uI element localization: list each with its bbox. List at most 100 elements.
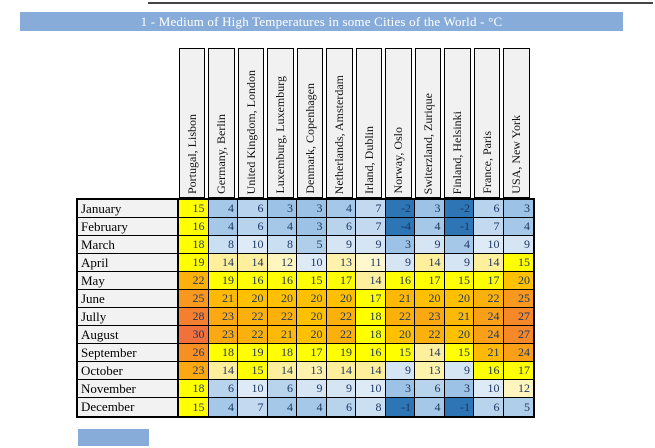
temperature-cell: 17 — [297, 344, 327, 361]
temperature-cell: 6 — [415, 380, 445, 397]
temperature-cell: 20 — [444, 290, 474, 307]
column-header: Denmark, Copenhagen — [296, 48, 323, 198]
temperature-cell: 7 — [474, 218, 504, 235]
temperature-cell: 15 — [444, 272, 474, 289]
temperature-cell: 17 — [326, 272, 356, 289]
temperature-cell: 18 — [179, 380, 209, 397]
temperature-cell: 22 — [474, 290, 504, 307]
temperature-cell: 5 — [503, 398, 533, 416]
month-label: October — [78, 362, 179, 379]
month-label: February — [78, 218, 179, 235]
column-header: Luxemburg, Luxemburg — [267, 48, 294, 198]
temperature-cell: 11 — [356, 254, 386, 271]
temperature-cell: 22 — [238, 326, 268, 343]
table-row: June 25 21 20 20 20 20 17 21 20 20 22 25 — [78, 290, 533, 308]
column-header-label: Norway, Oslo — [391, 127, 406, 194]
column-header: United Kingdom, London — [237, 48, 264, 198]
temperature-cell: 10 — [238, 380, 268, 397]
temperature-cell: 9 — [385, 254, 415, 271]
temperature-cell: 14 — [208, 254, 238, 271]
table-row: November 18 6 10 6 9 9 10 3 6 3 10 12 — [78, 380, 533, 398]
temperature-cell: 22 — [238, 308, 268, 325]
column-header: Germany, Berlin — [208, 48, 235, 198]
temperature-cell: 21 — [267, 326, 297, 343]
temperature-cell: 14 — [356, 362, 386, 379]
temperature-cell: 21 — [385, 290, 415, 307]
column-header-label: USA, New York — [509, 115, 524, 194]
temperature-cell: 4 — [208, 398, 238, 416]
table-grid: January 15 4 6 3 3 4 7 -2 3 -2 6 3 February 16 4 6 4 3 6 7 -4… — [76, 198, 535, 418]
temperature-cell: 3 — [385, 380, 415, 397]
temperature-cell: 6 — [474, 200, 504, 217]
table-row: Jully 28 23 22 22 20 22 18 22 23 21 24 27 — [78, 308, 533, 326]
temperature-cell: 24 — [474, 326, 504, 343]
month-label: January — [78, 200, 179, 217]
temperature-cell: 3 — [385, 236, 415, 253]
column-header: Norway, Oslo — [385, 48, 412, 198]
column-header-label: Irland, Dublin — [361, 126, 376, 194]
temperature-cell: 3 — [297, 200, 327, 217]
table-row: February 16 4 6 4 3 6 7 -4 4 -1 7 4 — [78, 218, 533, 236]
temperature-cell: 4 — [208, 200, 238, 217]
temperature-cell: 30 — [179, 326, 209, 343]
temperature-cell: -2 — [444, 200, 474, 217]
table-title-bar: 1 - Medium of High Temperatures in some … — [20, 12, 623, 31]
temperature-cell: 4 — [444, 236, 474, 253]
temperature-cell: 7 — [356, 200, 386, 217]
column-header: Portugal, Lisbon — [178, 48, 205, 198]
temperature-cell: 4 — [415, 218, 445, 235]
temperature-cell: 3 — [444, 380, 474, 397]
column-header-label: Portugal, Lisbon — [184, 114, 199, 194]
temperature-cell: 8 — [267, 236, 297, 253]
temperature-cell: 20 — [297, 326, 327, 343]
column-header: USA, New York — [503, 48, 530, 198]
column-header: Finland, Helsinki — [444, 48, 471, 198]
temperature-cell: 15 — [444, 344, 474, 361]
table-row: January 15 4 6 3 3 4 7 -2 3 -2 6 3 — [78, 200, 533, 218]
temperature-cell: 4 — [267, 218, 297, 235]
temperature-cell: 5 — [297, 236, 327, 253]
temperature-cell: 9 — [415, 236, 445, 253]
temperature-cell: 3 — [503, 200, 533, 217]
temperature-cell: 3 — [415, 200, 445, 217]
temperature-cell: 21 — [444, 308, 474, 325]
month-label: April — [78, 254, 179, 271]
temperature-cell: 4 — [297, 398, 327, 416]
month-label: August — [78, 326, 179, 343]
temperature-cell: 17 — [415, 272, 445, 289]
temperature-cell: 4 — [415, 398, 445, 416]
temperature-cell: 27 — [503, 308, 533, 325]
temperature-cell: 15 — [297, 272, 327, 289]
month-label: June — [78, 290, 179, 307]
temperature-cell: 9 — [356, 236, 386, 253]
temperature-cell: -1 — [385, 398, 415, 416]
temperature-cell: 13 — [326, 254, 356, 271]
temperature-cell: 10 — [297, 254, 327, 271]
temperature-cell: 18 — [179, 236, 209, 253]
table-row: April 19 14 14 12 10 13 11 9 14 9 14 15 — [78, 254, 533, 272]
temperature-cell: 20 — [238, 290, 268, 307]
temperature-cell: 12 — [267, 254, 297, 271]
temperature-cell: 4 — [208, 218, 238, 235]
temperature-cell: 10 — [474, 236, 504, 253]
temperature-cell: 21 — [208, 290, 238, 307]
temperature-cell: 22 — [385, 308, 415, 325]
temperature-cell: 7 — [238, 398, 268, 416]
column-header-label: United Kingdom, London — [243, 69, 258, 194]
temperature-cell: 20 — [297, 308, 327, 325]
table-row: May 22 19 16 16 15 17 14 16 17 15 17 20 — [78, 272, 533, 290]
temperature-cell: 14 — [326, 362, 356, 379]
temperature-cell: 19 — [208, 272, 238, 289]
table-row: December 15 4 7 4 4 6 8 -1 4 -1 6 5 — [78, 398, 533, 416]
temperature-cell: 20 — [297, 290, 327, 307]
temperature-cell: -1 — [444, 398, 474, 416]
temperature-cell: 14 — [474, 254, 504, 271]
temperature-cell: 13 — [297, 362, 327, 379]
temperature-cell: 10 — [474, 380, 504, 397]
temperature-cell: 6 — [238, 200, 268, 217]
temperature-cell: 19 — [179, 254, 209, 271]
table-row: September 26 18 19 18 17 19 16 15 14 15 21 24 — [78, 344, 533, 362]
column-header-label: Germany, Berlin — [214, 114, 229, 194]
temperature-cell: 28 — [179, 308, 209, 325]
temperature-cell: 9 — [444, 362, 474, 379]
